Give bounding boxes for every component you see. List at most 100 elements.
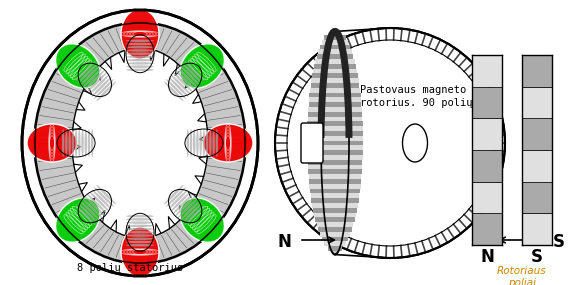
Bar bbox=[522, 182, 552, 213]
Ellipse shape bbox=[166, 79, 186, 99]
Ellipse shape bbox=[126, 221, 154, 224]
Ellipse shape bbox=[87, 72, 107, 92]
Bar bbox=[308, 160, 362, 165]
Ellipse shape bbox=[78, 203, 98, 223]
Ellipse shape bbox=[173, 72, 193, 92]
Ellipse shape bbox=[94, 79, 114, 99]
Ellipse shape bbox=[85, 70, 105, 90]
Bar bbox=[318, 49, 352, 54]
Ellipse shape bbox=[56, 198, 100, 242]
Ellipse shape bbox=[89, 192, 109, 211]
Bar bbox=[310, 189, 360, 194]
Ellipse shape bbox=[89, 74, 109, 94]
Ellipse shape bbox=[96, 81, 116, 101]
Ellipse shape bbox=[196, 129, 199, 157]
Ellipse shape bbox=[175, 70, 195, 90]
Ellipse shape bbox=[75, 129, 78, 157]
Bar bbox=[325, 35, 346, 40]
Ellipse shape bbox=[34, 22, 246, 264]
Ellipse shape bbox=[84, 65, 196, 221]
Ellipse shape bbox=[92, 77, 112, 97]
Ellipse shape bbox=[82, 68, 102, 87]
Ellipse shape bbox=[206, 129, 208, 157]
Ellipse shape bbox=[121, 227, 159, 277]
Ellipse shape bbox=[126, 59, 154, 61]
Ellipse shape bbox=[126, 225, 154, 227]
Bar bbox=[307, 136, 363, 141]
Bar bbox=[313, 68, 357, 73]
Bar bbox=[318, 227, 352, 232]
Ellipse shape bbox=[87, 194, 107, 214]
Text: S: S bbox=[531, 248, 543, 266]
Bar bbox=[522, 150, 552, 182]
Bar bbox=[308, 117, 362, 121]
Ellipse shape bbox=[56, 44, 100, 88]
Ellipse shape bbox=[321, 31, 349, 255]
Ellipse shape bbox=[178, 68, 198, 87]
Bar bbox=[314, 213, 356, 217]
Ellipse shape bbox=[180, 44, 225, 88]
Ellipse shape bbox=[203, 124, 253, 162]
Bar bbox=[522, 87, 552, 118]
Ellipse shape bbox=[126, 244, 154, 247]
Ellipse shape bbox=[126, 52, 154, 55]
Bar bbox=[322, 40, 348, 44]
Ellipse shape bbox=[182, 63, 202, 83]
Bar bbox=[308, 155, 363, 160]
Bar bbox=[522, 213, 552, 245]
Ellipse shape bbox=[410, 87, 430, 199]
Ellipse shape bbox=[76, 205, 96, 225]
Bar bbox=[320, 232, 350, 237]
Ellipse shape bbox=[81, 129, 84, 157]
Ellipse shape bbox=[65, 129, 68, 157]
Ellipse shape bbox=[121, 9, 159, 59]
Bar bbox=[309, 97, 361, 102]
Text: 8 polių statorius: 8 polių statorius bbox=[77, 263, 183, 273]
Ellipse shape bbox=[78, 129, 81, 157]
Ellipse shape bbox=[164, 81, 183, 101]
Bar bbox=[309, 102, 362, 107]
Ellipse shape bbox=[96, 185, 116, 205]
Ellipse shape bbox=[403, 124, 427, 162]
Bar bbox=[307, 145, 363, 150]
Bar bbox=[308, 121, 363, 126]
Text: Rotoriaus
poliai: Rotoriaus poliai bbox=[497, 266, 547, 285]
Bar bbox=[312, 73, 358, 78]
Bar bbox=[314, 64, 356, 68]
FancyBboxPatch shape bbox=[301, 123, 323, 163]
Bar bbox=[320, 44, 350, 49]
Bar bbox=[307, 131, 363, 136]
Text: Pastovaus magneto
rotorius. 90 polių: Pastovaus magneto rotorius. 90 polių bbox=[360, 85, 473, 108]
Ellipse shape bbox=[68, 129, 71, 157]
Ellipse shape bbox=[126, 241, 154, 243]
Bar bbox=[308, 169, 362, 174]
Ellipse shape bbox=[92, 189, 112, 209]
Ellipse shape bbox=[178, 198, 198, 218]
Bar bbox=[307, 141, 363, 145]
Ellipse shape bbox=[126, 56, 154, 58]
Ellipse shape bbox=[171, 192, 191, 211]
Ellipse shape bbox=[185, 61, 204, 81]
Ellipse shape bbox=[186, 129, 189, 157]
Ellipse shape bbox=[126, 40, 154, 42]
Ellipse shape bbox=[81, 65, 100, 85]
Ellipse shape bbox=[72, 48, 208, 238]
Ellipse shape bbox=[126, 218, 154, 221]
Ellipse shape bbox=[126, 228, 154, 230]
Ellipse shape bbox=[212, 129, 215, 157]
Ellipse shape bbox=[126, 237, 154, 240]
Bar bbox=[312, 78, 359, 83]
Ellipse shape bbox=[22, 10, 258, 276]
Ellipse shape bbox=[85, 129, 87, 157]
Bar bbox=[310, 194, 359, 198]
Bar bbox=[325, 241, 346, 246]
Bar bbox=[309, 93, 360, 97]
Ellipse shape bbox=[216, 129, 218, 157]
Bar bbox=[315, 59, 355, 64]
Bar bbox=[310, 88, 360, 93]
Bar bbox=[312, 198, 359, 203]
Bar bbox=[522, 55, 552, 87]
Ellipse shape bbox=[72, 129, 74, 157]
Ellipse shape bbox=[171, 74, 191, 94]
Ellipse shape bbox=[126, 234, 154, 237]
